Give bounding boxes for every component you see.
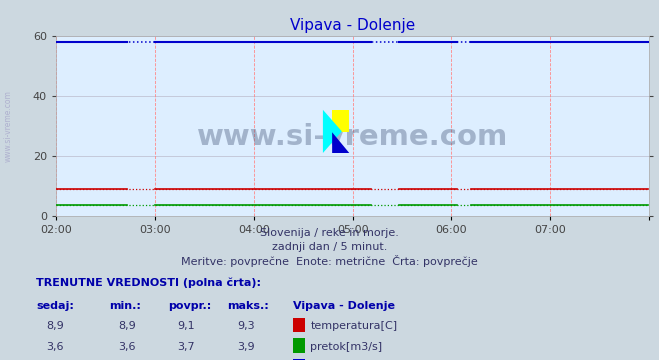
Title: Vipava - Dolenje: Vipava - Dolenje	[290, 18, 415, 33]
Text: 9,1: 9,1	[178, 321, 195, 332]
Text: www.si-vreme.com: www.si-vreme.com	[197, 123, 508, 151]
Text: Meritve: povprečne  Enote: metrične  Črta: povprečje: Meritve: povprečne Enote: metrične Črta:…	[181, 255, 478, 267]
Text: Vipava - Dolenje: Vipava - Dolenje	[293, 301, 395, 311]
Text: 8,9: 8,9	[46, 321, 63, 332]
Text: 3,6: 3,6	[119, 342, 136, 352]
Text: povpr.:: povpr.:	[168, 301, 212, 311]
Text: www.si-vreme.com: www.si-vreme.com	[3, 90, 13, 162]
Text: min.:: min.:	[109, 301, 140, 311]
Text: zadnji dan / 5 minut.: zadnji dan / 5 minut.	[272, 242, 387, 252]
Text: sedaj:: sedaj:	[36, 301, 74, 311]
Text: 9,3: 9,3	[237, 321, 254, 332]
Text: 3,6: 3,6	[46, 342, 63, 352]
Text: maks.:: maks.:	[227, 301, 269, 311]
Text: temperatura[C]: temperatura[C]	[310, 321, 397, 332]
Text: Slovenija / reke in morje.: Slovenija / reke in morje.	[260, 228, 399, 238]
Text: 8,9: 8,9	[119, 321, 136, 332]
Text: 3,7: 3,7	[178, 342, 195, 352]
Text: 3,9: 3,9	[237, 342, 254, 352]
Text: TRENUTNE VREDNOSTI (polna črta):: TRENUTNE VREDNOSTI (polna črta):	[36, 278, 261, 288]
Text: pretok[m3/s]: pretok[m3/s]	[310, 342, 382, 352]
